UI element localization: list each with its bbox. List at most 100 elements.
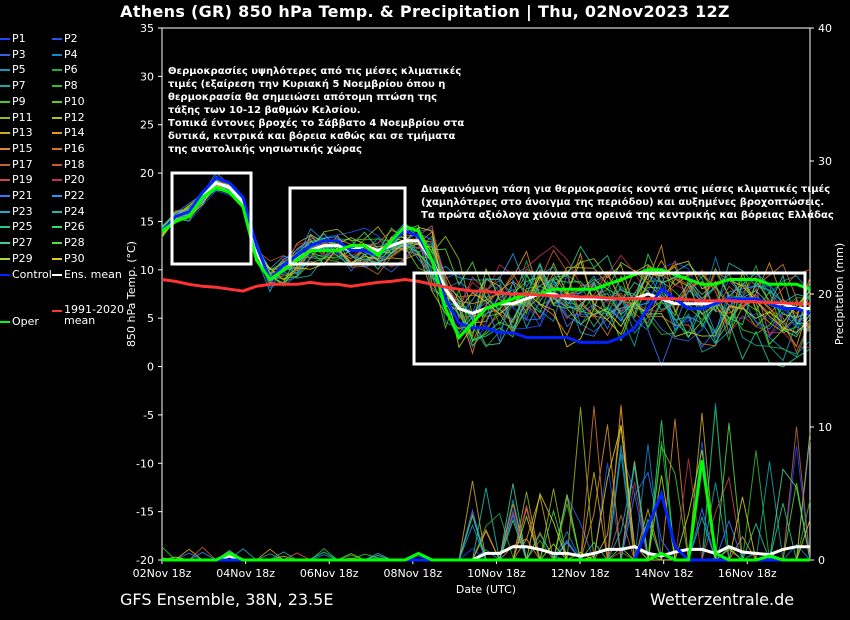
- legend-entry-p4: P4: [52, 48, 78, 61]
- member-precip-p21: [162, 471, 810, 562]
- highlight-box-3: [412, 271, 807, 366]
- legend-label: P1: [12, 32, 26, 45]
- x-tick-label: 08Nov 18z: [383, 567, 442, 580]
- legend-swatch: [0, 226, 10, 229]
- legend-swatch: [52, 309, 62, 312]
- member-line-p19: [161, 177, 811, 337]
- y2-tick-label: 0: [818, 554, 825, 567]
- legend-entry-p24: P24: [52, 205, 85, 218]
- legend-swatch: [52, 273, 62, 276]
- legend-entry-p6: P6: [52, 63, 78, 76]
- legend-entry-p9: P9: [0, 95, 26, 108]
- legend-label: P22: [64, 189, 85, 202]
- legend-entry-p19: P19: [0, 173, 33, 186]
- legend-label: P18: [64, 157, 85, 171]
- legend-swatch: [52, 53, 62, 56]
- legend-entry-control: Control: [0, 268, 52, 281]
- legend-entry-p10: P10: [52, 95, 85, 108]
- legend-label: P3: [12, 47, 26, 61]
- y-tick-label: -15: [136, 506, 154, 519]
- legend-entry-p23: P23: [0, 205, 33, 218]
- legend-entry-p16: P16: [52, 142, 85, 155]
- member-precip-p23: [162, 466, 810, 561]
- legend-label: P20: [64, 173, 85, 187]
- precip-line-oper: [162, 460, 810, 562]
- chart-title: Athens (GR) 850 hPa Temp. & Precipitatio…: [120, 2, 730, 21]
- legend-label: P27: [12, 236, 33, 250]
- legend-entry-p12: P12: [52, 111, 85, 124]
- legend-swatch: [0, 100, 10, 103]
- legend-swatch: [0, 132, 10, 135]
- legend-swatch: [0, 257, 10, 260]
- legend-label: P16: [64, 141, 85, 155]
- x-tick-label: 12Nov 18z: [551, 567, 610, 580]
- legend-label: P25: [12, 220, 33, 234]
- legend-swatch: [0, 69, 10, 72]
- legend-label: P13: [12, 126, 33, 140]
- legend-entry-1991-2020-mean: 1991-2020 mean: [52, 304, 124, 326]
- legend-entry-p17: P17: [0, 158, 33, 171]
- legend-entry-p26: P26: [52, 220, 85, 233]
- legend-entry-p3: P3: [0, 48, 26, 61]
- annotation-right-line: Διαφαινόμενη τάση για θερμοκρασίες κοντά…: [421, 184, 831, 195]
- annotation-top-line: θερμοκρασία θα σημειώσει απότομη πτώση τ…: [168, 92, 438, 103]
- y-tick-label: -5: [143, 409, 154, 422]
- legend-swatch: [52, 226, 62, 229]
- legend-entry-p11: P11: [0, 111, 33, 124]
- y2-tick-label: 40: [818, 22, 832, 35]
- highlight-box-2: [288, 186, 407, 266]
- legend-label: P9: [12, 94, 26, 108]
- x-axis-label: Date (UTC): [456, 583, 516, 596]
- legend-swatch: [0, 53, 10, 56]
- legend-swatch: [52, 257, 62, 260]
- legend-swatch: [52, 132, 62, 135]
- legend-swatch: [0, 242, 10, 245]
- legend-label: Ens. mean: [64, 267, 122, 281]
- legend-swatch: [0, 195, 10, 197]
- member-precip-p27: [162, 468, 811, 561]
- annotation-right-line: (χαμηλότερες στο άνοιγμα της περιόδου) κ…: [421, 197, 825, 208]
- legend-label: P19: [12, 173, 33, 187]
- legend-swatch: [0, 85, 10, 88]
- legend-entry-p8: P8: [52, 79, 78, 92]
- legend-swatch: [0, 320, 10, 323]
- y-tick-label: 30: [140, 70, 154, 83]
- x-tick-label: 10Nov 18z: [467, 567, 526, 580]
- x-tick-label: 14Nov 18z: [634, 567, 693, 580]
- legend-swatch: [52, 85, 62, 88]
- legend-label: P21: [12, 189, 33, 202]
- legend-entry-p5: P5: [0, 63, 26, 76]
- legend-entry-oper: Oper: [0, 315, 39, 328]
- annotation-top-line: Θερμοκρασίες υψηλότερες από τις μέσες κλ…: [168, 66, 462, 77]
- legend-label: P8: [64, 79, 78, 93]
- y2-axis-label: Precipitation (mm): [833, 243, 846, 345]
- series-line-1991-2020-mean: [161, 277, 810, 306]
- legend-label: P24: [64, 204, 85, 218]
- legend-label: P4: [64, 47, 78, 61]
- legend-label: Control: [12, 267, 52, 281]
- legend-label: P15: [12, 141, 33, 155]
- y2-tick-label: 20: [818, 288, 832, 301]
- annotation-top-line: τιμές (εξαίρεση την Κυριακή 5 Νοεμβρίου …: [168, 79, 446, 90]
- annotation-top-line: Τοπικά έντονες βροχές το Σάββατο 4 Νοεμβ…: [168, 118, 465, 129]
- legend-label: Oper: [12, 314, 39, 328]
- annotation-top-line: της ανατολικής νησιωτικής χώρας: [168, 144, 362, 155]
- legend-label: P30: [64, 251, 85, 265]
- member-line-p30: [161, 181, 811, 348]
- legend-swatch: [52, 147, 62, 150]
- legend-entry-p13: P13: [0, 126, 33, 139]
- legend-entry-p21: P21: [0, 189, 33, 202]
- annotation-top-line: τάξης των 10-12 βαθμών Κελσίου.: [168, 105, 361, 116]
- annotation-right: Διαφαινόμενη τάση για θερμοκρασίες κοντά…: [421, 183, 834, 222]
- legend-entry-p2: P2: [52, 32, 78, 45]
- legend-label: P14: [64, 126, 85, 140]
- legend-label: P12: [64, 110, 85, 124]
- legend-swatch: [52, 116, 62, 119]
- legend-swatch: [0, 210, 10, 213]
- legend-entry-p1: P1: [0, 32, 26, 45]
- member-line-p27: [161, 181, 811, 346]
- legend-swatch: [0, 273, 10, 276]
- legend-label: P7: [12, 79, 26, 93]
